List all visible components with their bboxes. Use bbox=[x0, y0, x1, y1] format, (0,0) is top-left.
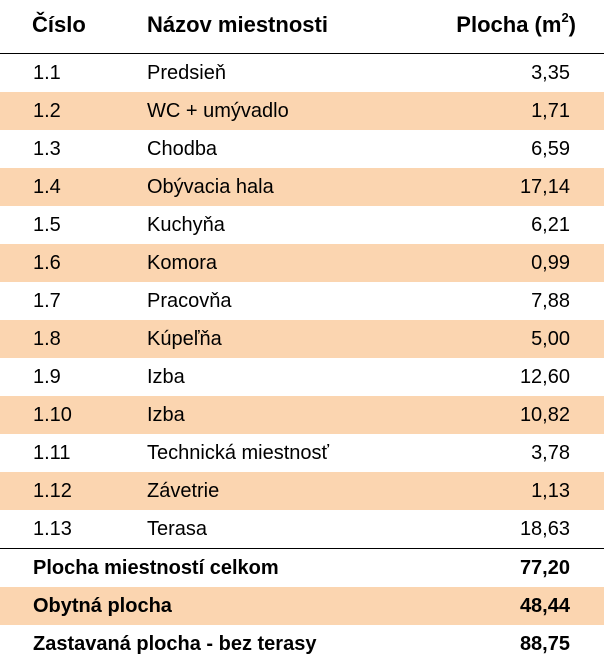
room-area: 6,21 bbox=[531, 214, 570, 236]
room-area: 1,71 bbox=[531, 100, 570, 122]
header-room-name: Názov miestnosti bbox=[147, 12, 328, 37]
summary-label: Plocha miestností celkom bbox=[33, 557, 279, 579]
summary-value: 77,20 bbox=[519, 557, 570, 579]
summary-row-built-up: Zastavaná plocha - bez terasy 88,75 bbox=[0, 625, 604, 663]
table-row: 1.11 Technická miestnosť 3,78 bbox=[0, 434, 604, 472]
room-area: 12,60 bbox=[519, 366, 570, 388]
room-area: 3,35 bbox=[531, 62, 570, 84]
summary-row-total: Plocha miestností celkom 77,20 bbox=[0, 549, 604, 587]
room-number: 1.12 bbox=[33, 480, 72, 502]
room-number: 1.8 bbox=[33, 328, 61, 350]
table-row: 1.8 Kúpeľňa 5,00 bbox=[0, 320, 604, 358]
room-name: Kúpeľňa bbox=[147, 328, 222, 350]
summary-value: 48,44 bbox=[519, 595, 570, 617]
room-number: 1.11 bbox=[33, 442, 71, 464]
table-row: 1.6 Komora 0,99 bbox=[0, 244, 604, 282]
summary-row-living: Obytná plocha 48,44 bbox=[0, 587, 604, 625]
room-area: 3,78 bbox=[531, 442, 570, 464]
table-row: 1.9 Izba 12,60 bbox=[0, 358, 604, 396]
room-number: 1.3 bbox=[33, 138, 61, 160]
room-number: 1.9 bbox=[33, 366, 61, 388]
room-name: Izba bbox=[147, 366, 185, 388]
room-area: 17,14 bbox=[519, 176, 570, 198]
room-area: 5,00 bbox=[531, 328, 570, 350]
room-number: 1.13 bbox=[33, 518, 72, 540]
room-name: Závetrie bbox=[147, 480, 220, 502]
room-area: 0,99 bbox=[531, 252, 570, 274]
table-row: 1.2 WC + umývadlo 1,71 bbox=[0, 92, 604, 130]
table-row: 1.1 Predsieň 3,35 bbox=[0, 54, 604, 92]
summary-label: Obytná plocha bbox=[33, 595, 172, 617]
room-area: 7,88 bbox=[531, 290, 570, 312]
header-area-close: ) bbox=[568, 12, 576, 37]
room-name: Predsieň bbox=[147, 62, 226, 84]
room-area: 1,13 bbox=[531, 480, 570, 502]
table-row: 1.5 Kuchyňa 6,21 bbox=[0, 206, 604, 244]
table-row: 1.3 Chodba 6,59 bbox=[0, 130, 604, 168]
room-name: Pracovňa bbox=[147, 290, 232, 312]
table-row: 1.10 Izba 10,82 bbox=[0, 396, 604, 434]
table-row: 1.4 Obývacia hala 17,14 bbox=[0, 168, 604, 206]
table-row: 1.12 Závetrie 1,13 bbox=[0, 472, 604, 510]
summary-value: 88,75 bbox=[519, 633, 570, 655]
table-row: 1.13 Terasa 18,63 bbox=[0, 510, 604, 548]
room-name: Chodba bbox=[147, 138, 218, 160]
room-name: WC + umývadlo bbox=[147, 100, 289, 122]
room-number: 1.1 bbox=[33, 62, 61, 84]
room-name: Terasa bbox=[147, 518, 208, 540]
header-area: Plocha (m2) bbox=[456, 10, 576, 40]
room-name: Technická miestnosť bbox=[147, 442, 330, 464]
room-name: Kuchyňa bbox=[147, 214, 225, 236]
room-name: Komora bbox=[147, 252, 218, 274]
table-header: Číslo Názov miestnosti Plocha (m2) bbox=[0, 0, 604, 54]
header-number: Číslo bbox=[32, 12, 86, 37]
room-name: Izba bbox=[147, 404, 185, 426]
room-number: 1.6 bbox=[33, 252, 61, 274]
room-area: 18,63 bbox=[519, 518, 570, 540]
room-number: 1.7 bbox=[33, 290, 61, 312]
room-area: 10,82 bbox=[519, 404, 570, 426]
room-number: 1.4 bbox=[33, 176, 61, 198]
table-row: 1.7 Pracovňa 7,88 bbox=[0, 282, 604, 320]
room-name: Obývacia hala bbox=[147, 176, 274, 198]
header-area-label: Plocha (m bbox=[456, 12, 562, 37]
header-area-superscript: 2 bbox=[561, 10, 569, 25]
room-number: 1.2 bbox=[33, 100, 61, 122]
summary-rows: Plocha miestností celkom 77,20 Obytná pl… bbox=[0, 548, 604, 663]
room-number: 1.10 bbox=[33, 404, 72, 426]
room-rows: 1.1 Predsieň 3,35 1.2 WC + umývadlo 1,71… bbox=[0, 54, 604, 548]
room-number: 1.5 bbox=[33, 214, 61, 236]
summary-label: Zastavaná plocha - bez terasy bbox=[33, 633, 317, 655]
room-area: 6,59 bbox=[531, 138, 570, 160]
